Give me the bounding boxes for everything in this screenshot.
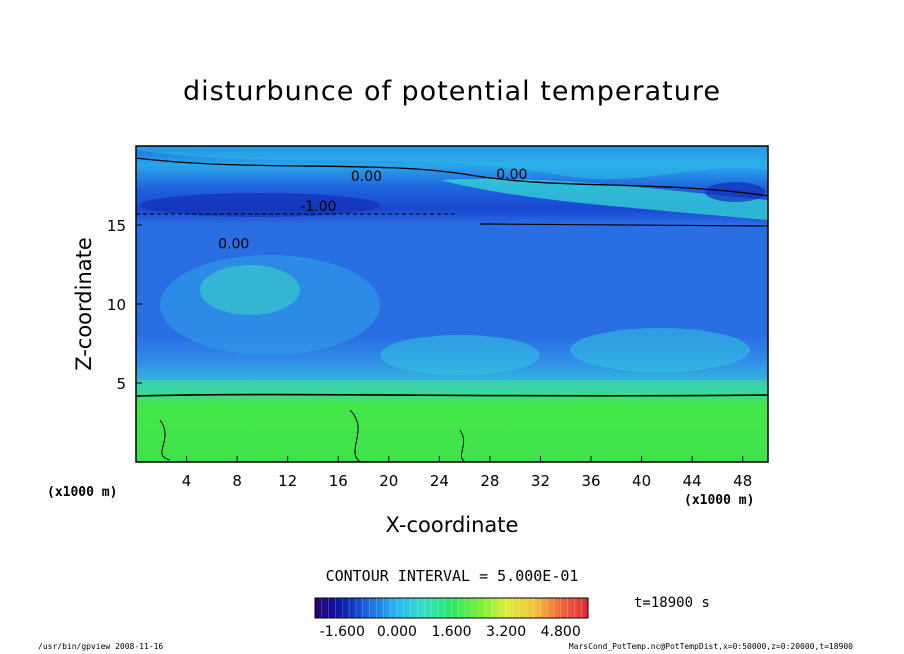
y-tick-label: 5 [116,375,126,393]
x-tick-label: 24 [430,472,449,490]
y-axis: 5 10 15 [107,217,142,393]
contour-label: 0.00 [351,169,382,185]
footer-left: /usr/bin/gpview 2008-11-16 [38,642,164,651]
colorbar: -1.600 0.000 1.600 3.200 4.800 [314,597,589,640]
contour-features [135,146,769,463]
contour-line-mid [479,223,769,227]
x-tick-label: 48 [733,472,752,490]
x-tick-label: 32 [531,472,550,490]
footer-right: MarsCond_PotTemp.nc@PotTempDist,x=0:5000… [568,642,853,651]
upper-cyan-streak [440,179,768,220]
boundary-layer [136,380,768,398]
time-label: t=18900 s [634,595,710,611]
x-tick-label: 20 [379,472,398,490]
contour-interval: CONTOUR INTERVAL = 5.000E-01 [325,567,579,585]
convective-region-right [570,328,750,372]
contour-line-upper [135,157,769,197]
x-tick-label: 36 [581,472,600,490]
colorbar-tick-label: 0.000 [377,624,417,640]
x-tick-label: 44 [683,472,702,490]
x-axis-label: X-coordinate [385,513,519,537]
colorbar-tick-label: 1.600 [431,624,471,640]
convective-core [200,265,300,315]
y-tick-label: 10 [107,296,126,314]
y-tick-label: 15 [107,217,126,235]
colorbar-tick-label: 4.800 [541,624,581,640]
x-tick-label: 28 [480,472,499,490]
contour-label: -1.00 [300,199,336,215]
contour-line-lower [159,409,466,463]
x-tick-label: 12 [278,472,297,490]
x-axis: 4 8 12 16 20 24 28 32 36 40 44 48 [182,456,752,490]
convective-region-mid [380,335,540,375]
contour-labels: 0.00 0.00 -1.00 0.00 [218,167,527,253]
x-unit-right: (x1000 m) [684,493,755,508]
chart-title: disturbunce of potential temperature [183,76,721,107]
x-tick-label: 4 [182,472,192,490]
colorbar-tick-label: 3.200 [486,624,526,640]
colorbar-tick-label: -1.600 [320,624,365,640]
upper-cyan-band [136,146,768,180]
contour-line-surface [135,393,769,397]
cold-blob-left [140,193,380,217]
x-unit-left: (x1000 m) [47,485,118,500]
y-axis-label: Z-coordinate [72,237,96,371]
x-tick-label: 8 [232,472,242,490]
x-tick-label: 40 [632,472,651,490]
contour-label: 0.00 [496,167,527,183]
contour-label: 0.00 [218,237,249,253]
plot-area [135,145,769,463]
x-tick-label: 16 [329,472,348,490]
